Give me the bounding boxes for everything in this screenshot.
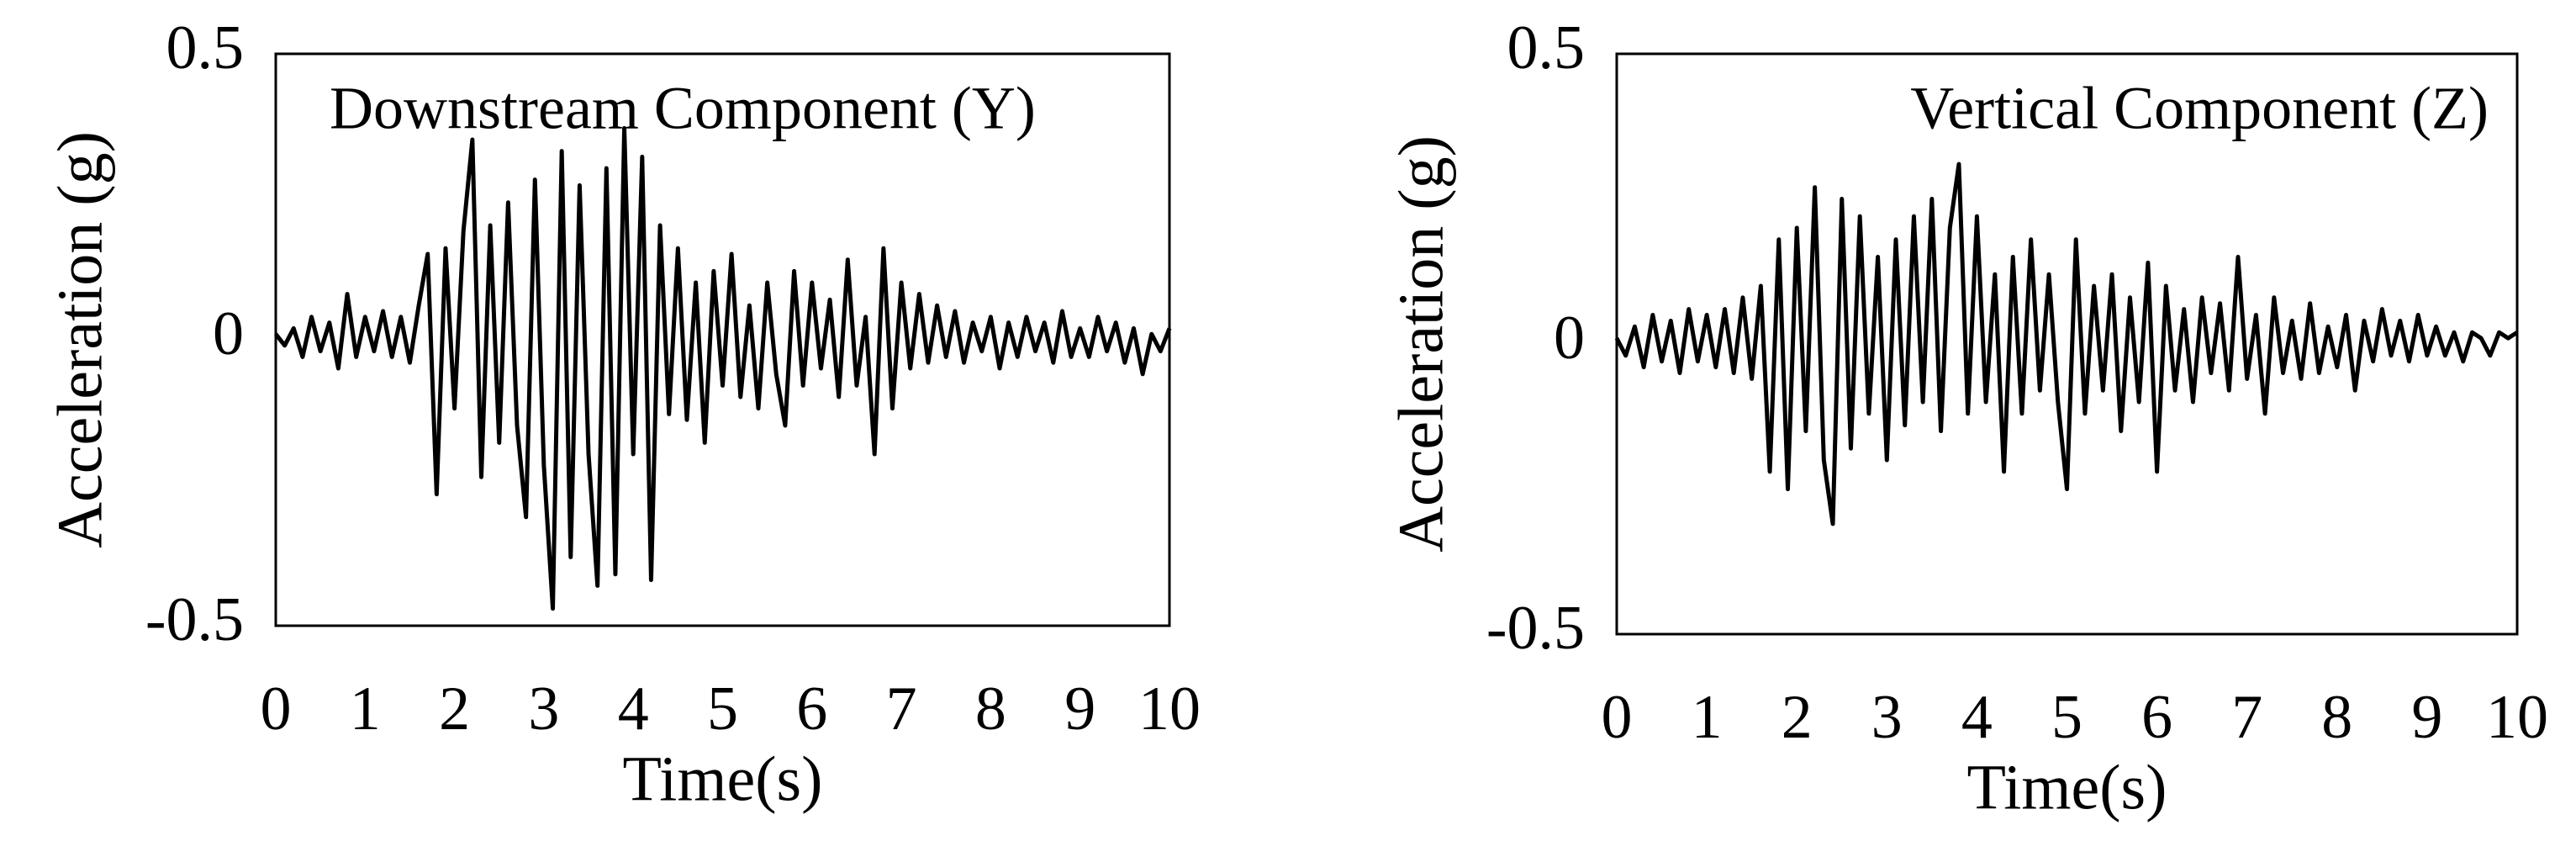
data-line — [1614, 161, 2519, 526]
y-axis-title: Acceleration (g) — [45, 131, 115, 548]
x-tick-label: 3 — [1871, 683, 1903, 752]
x-tick-label: 5 — [2051, 683, 2082, 752]
chart-title: Downstream Component (Y) — [330, 75, 1036, 142]
y-tick-label: -0.5 — [145, 585, 244, 654]
x-tick-label: 7 — [2231, 683, 2262, 752]
x-tick-label: 6 — [796, 674, 827, 743]
x-tick-label: 2 — [1782, 683, 1813, 752]
x-tick-label: 9 — [2411, 683, 2442, 752]
x-tick-label: 8 — [975, 674, 1006, 743]
y-tick-label: 0 — [1554, 304, 1585, 373]
y-tick-label: 0.5 — [166, 13, 245, 82]
plot-frame — [274, 52, 1171, 627]
data-line — [274, 125, 1172, 611]
x-axis-title: Time(s) — [1967, 752, 2167, 823]
x-tick-label: 7 — [886, 674, 917, 743]
x-tick-label: 6 — [2141, 683, 2172, 752]
x-tick-label: 10 — [1138, 674, 1201, 743]
chart-title: Vertical Component (Z) — [1910, 75, 2489, 142]
x-tick-label: 10 — [2486, 683, 2548, 752]
x-tick-label: 8 — [2321, 683, 2352, 752]
x-axis-title: Time(s) — [623, 743, 823, 814]
x-tick-label: 2 — [439, 674, 470, 743]
x-tick-label: 5 — [707, 674, 738, 743]
x-tick-label: 0 — [261, 674, 292, 743]
x-tick-label: 0 — [1602, 683, 1633, 752]
y-tick-label: 0.5 — [1507, 13, 1586, 82]
y-axis-title: Acceleration (g) — [1386, 135, 1456, 553]
x-tick-label: 1 — [1692, 683, 1723, 752]
x-tick-label: 1 — [350, 674, 381, 743]
y-tick-label: -0.5 — [1486, 594, 1585, 663]
y-tick-label: 0 — [213, 299, 244, 368]
x-tick-label: 9 — [1064, 674, 1095, 743]
plot-frame — [1615, 52, 2519, 636]
x-tick-label: 3 — [528, 674, 559, 743]
x-tick-label: 4 — [1961, 683, 1993, 752]
x-tick-label: 4 — [618, 674, 649, 743]
